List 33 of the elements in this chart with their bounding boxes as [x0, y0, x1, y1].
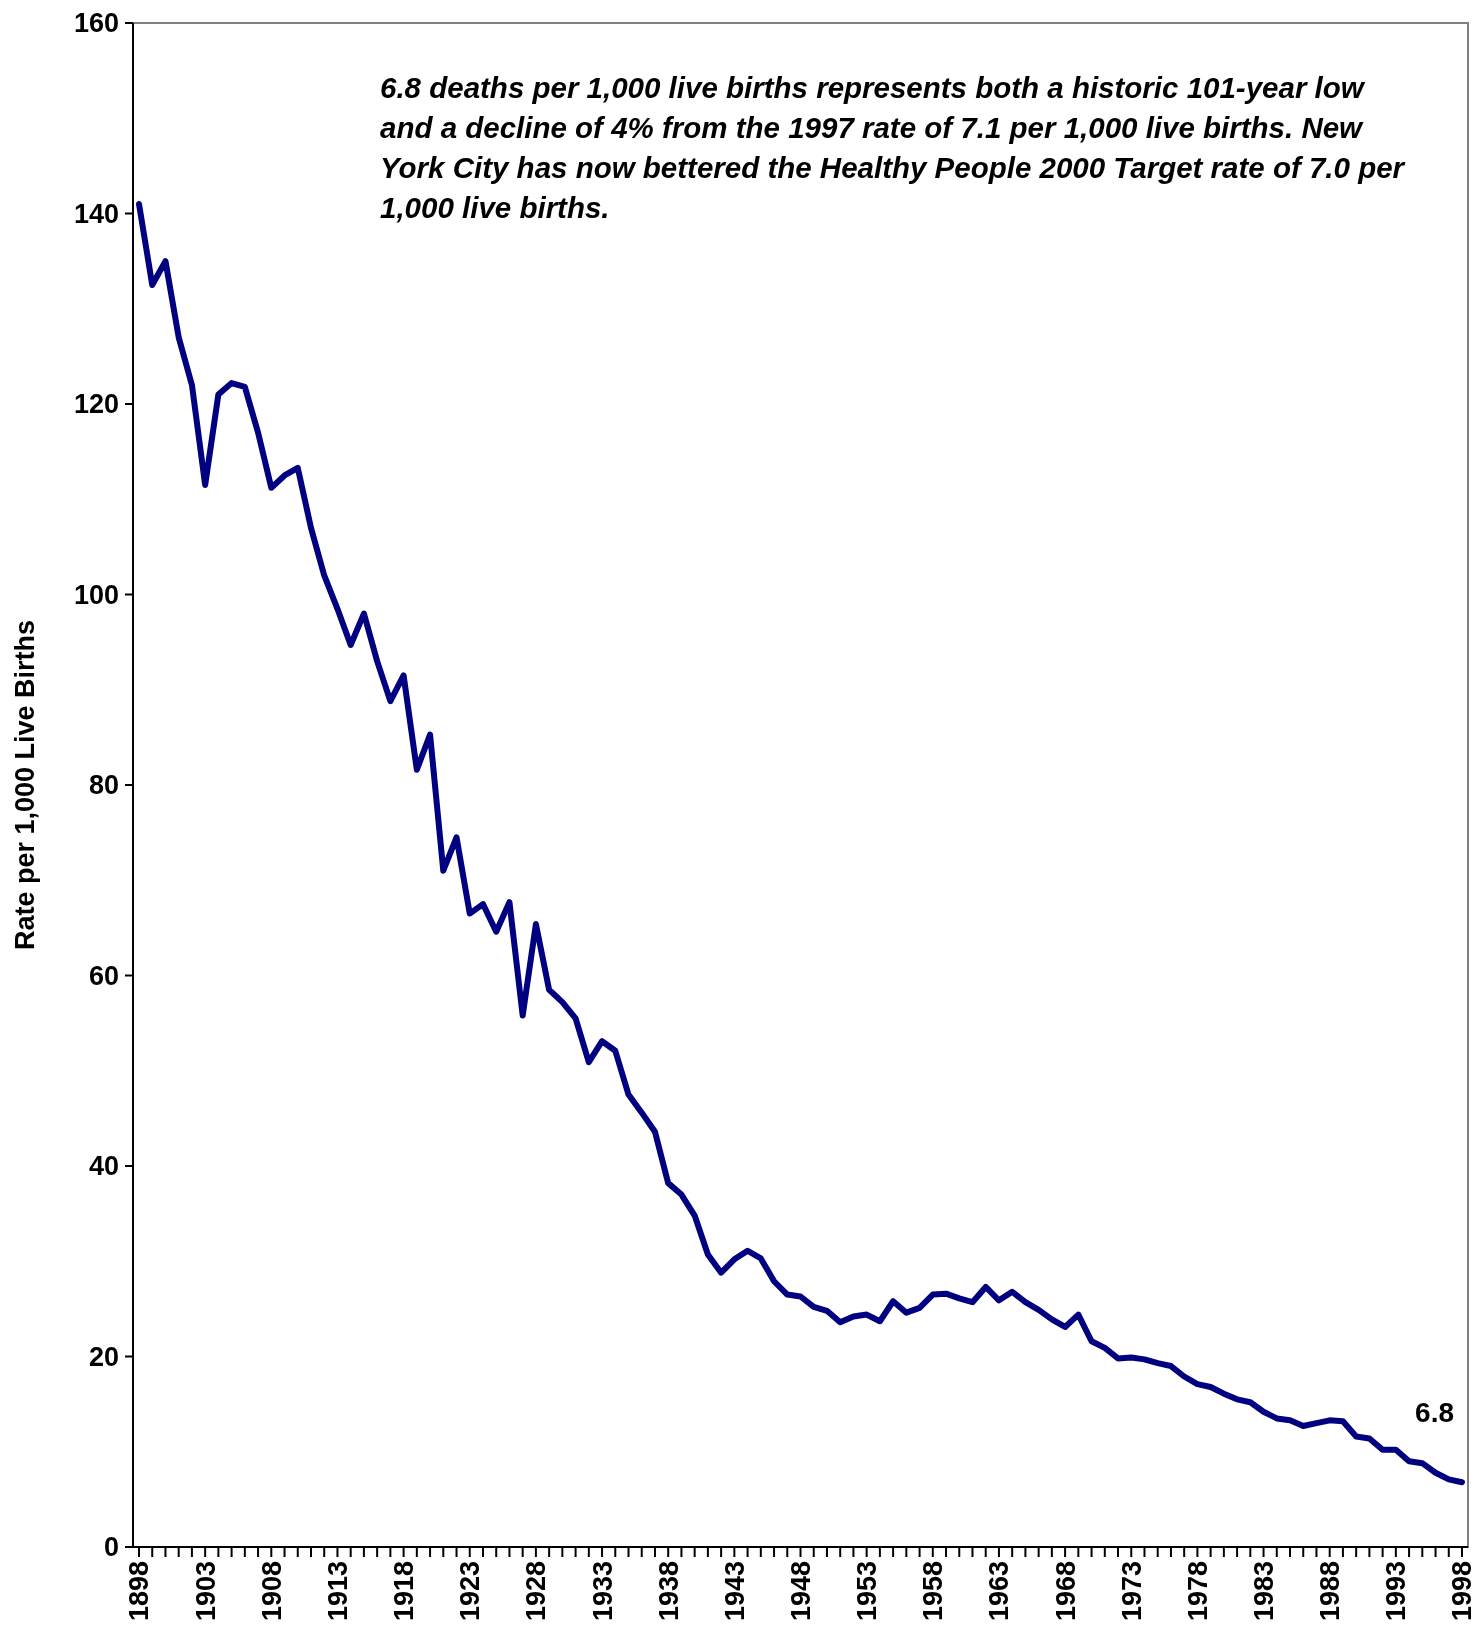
x-tick-label: 1973	[1116, 1561, 1147, 1622]
annotation: 6.8 deaths per 1,000 live births represents both a historic 101-year low and a decline of 4% from the 1997 rate of 7.1 per 1,000 live births. New York City has now bettered the Healthy People 2000 Target rate of 7.0 per 1,000 live births.	[380, 71, 1406, 224]
x-tick-label: 1913	[322, 1561, 353, 1622]
x-tick-label: 1948	[785, 1561, 816, 1622]
x-tick-label: 1898	[124, 1561, 155, 1622]
y-tick-label: 100	[73, 579, 119, 610]
x-tick-label: 1953	[852, 1561, 883, 1622]
x-tick-label: 1963	[984, 1561, 1015, 1622]
x-tick-label: 1903	[190, 1561, 221, 1622]
x-tick-label: 1958	[918, 1561, 949, 1622]
annotation: 6.8	[1415, 1397, 1454, 1429]
x-tick-label: 1928	[521, 1561, 552, 1622]
y-tick-label: 160	[73, 8, 119, 39]
x-tick-label: 1968	[1050, 1561, 1081, 1622]
x-tick-label: 1938	[653, 1561, 684, 1622]
y-axis-title: Rate per 1,000 Live Births	[10, 619, 40, 951]
y-tick-label: 120	[73, 389, 119, 420]
y-tick-label: 80	[88, 770, 119, 801]
x-tick-label: 1983	[1249, 1561, 1279, 1622]
y-tick-label: 0	[103, 1532, 119, 1563]
x-tick-label: 1943	[719, 1561, 750, 1622]
x-tick-label: 1998	[1447, 1561, 1478, 1622]
y-tick-label: 140	[73, 198, 119, 229]
x-tick-label: 1988	[1315, 1561, 1346, 1622]
x-tick-label: 1933	[587, 1561, 618, 1622]
y-tick-label: 40	[88, 1151, 119, 1182]
x-tick-label: 1993	[1381, 1561, 1412, 1622]
y-tick-label: 60	[88, 960, 119, 991]
y-tick-label: 20	[88, 1341, 119, 1372]
x-tick-label: 1978	[1182, 1561, 1213, 1622]
x-tick-label: 1908	[256, 1561, 287, 1622]
x-tick-label: 1918	[389, 1561, 420, 1622]
x-tick-label: 1923	[455, 1561, 486, 1622]
